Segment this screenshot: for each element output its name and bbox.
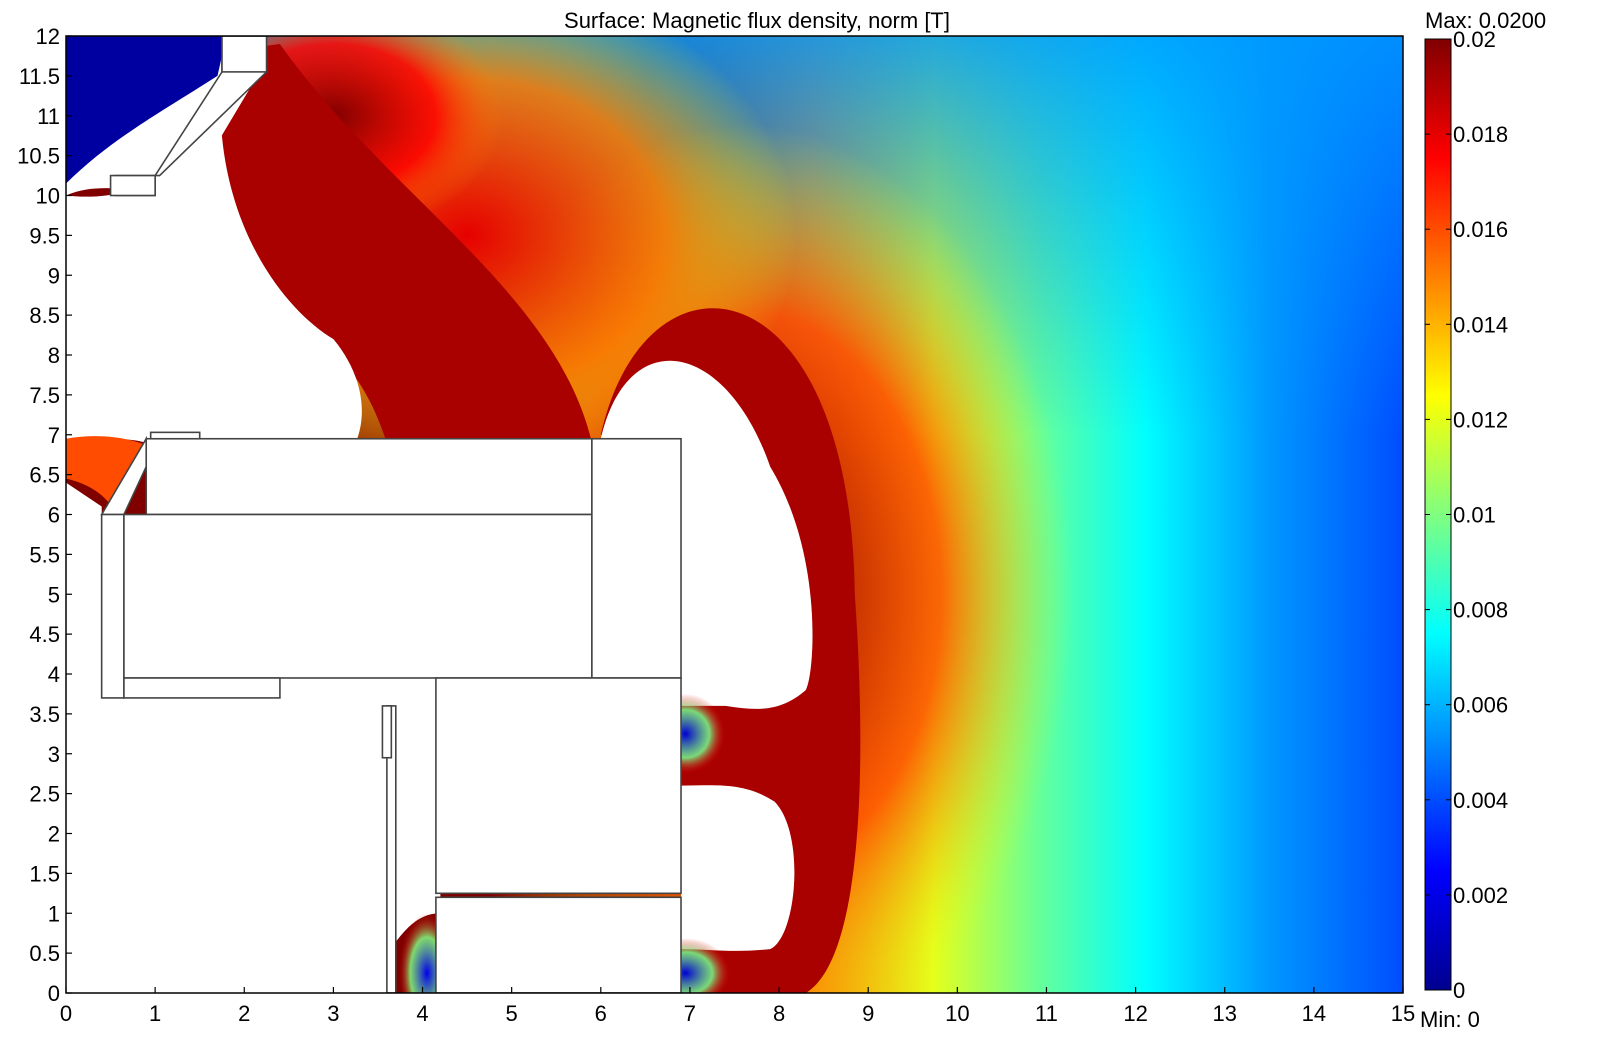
x-tick-label: 1: [149, 1001, 161, 1026]
colorbar-tick-label: 0.004: [1453, 788, 1508, 813]
y-tick-label: 4: [48, 662, 60, 687]
x-tick-label: 7: [684, 1001, 696, 1026]
x-tick-label: 9: [862, 1001, 874, 1026]
x-tick-label: 6: [595, 1001, 607, 1026]
field-hot-column: [219, 44, 592, 443]
y-tick-label: 6.5: [29, 463, 60, 488]
x-tick-label: 11: [1035, 1001, 1058, 1026]
y-tick-label: 6: [48, 503, 60, 528]
x-tick-label: 2: [238, 1001, 250, 1026]
field-void-gap: [386, 674, 441, 954]
x-tick-label: 3: [327, 1001, 339, 1026]
y-tick-label: 5.5: [29, 542, 60, 567]
y-tick-label: 0.5: [29, 941, 60, 966]
colorbar-tick-label: 0: [1453, 978, 1465, 1003]
x-tick-label: 13: [1212, 1001, 1236, 1026]
y-tick-label: 11.5: [19, 64, 60, 89]
magnet-top-plate: [145, 437, 593, 516]
y-tick-label: 1.5: [29, 861, 60, 886]
y-tick-label: 9.5: [29, 223, 60, 248]
y-tick-label: 9: [48, 263, 60, 288]
y-tick-label: 5: [48, 582, 60, 607]
x-axis: 0 1 2 3 4 5 6 7 8 9 10 11 12 13 14 15: [60, 987, 1415, 1026]
geometry-layer: [100, 36, 682, 993]
y-tick-label: 8: [48, 343, 60, 368]
colorbar-tick-label: 0.002: [1453, 883, 1508, 908]
field-low-corner: [66, 36, 227, 184]
y-tick-label: 10.5: [17, 144, 60, 169]
y-tick-label: 11: [37, 104, 60, 129]
x-tick-label: 10: [945, 1001, 969, 1026]
y-tick-label: 8.5: [29, 303, 60, 328]
x-tick-label: 4: [416, 1001, 428, 1026]
y-tick-label: 7.5: [29, 383, 60, 408]
y-tick-label: 3.5: [29, 702, 60, 727]
field-lobe-left: [66, 436, 156, 511]
colorbar-max-label: Max: 0.0200: [1425, 8, 1546, 33]
colorbar-tick-label: 0.02: [1453, 27, 1496, 52]
y-tick-label: 2.5: [29, 782, 60, 807]
colorbar-tick-label: 0.012: [1453, 407, 1508, 432]
magnet-bottom-lip: [123, 677, 281, 699]
field-void-bottom-left: [66, 482, 392, 993]
colorbar-min-label: Min: 0: [1420, 1007, 1480, 1032]
y-axis: 00.511.522.533.544.555.566.577.588.599.5…: [17, 24, 72, 1006]
field-layer: [66, 36, 1403, 993]
magnet-main-block: [123, 513, 593, 679]
shim-rod-cap: [381, 705, 393, 759]
y-tick-label: 10: [36, 184, 60, 209]
y-tick-label: 7: [48, 423, 60, 448]
colorbar-tick-label: 0.01: [1453, 503, 1496, 528]
x-tick-label: 14: [1302, 1001, 1326, 1026]
y-tick-label: 2: [48, 822, 60, 847]
y-tick-label: 0: [48, 981, 60, 1006]
y-tick-label: 4.5: [29, 622, 60, 647]
colorbar-tick-label: 0.016: [1453, 217, 1508, 242]
lower-block-upper: [435, 677, 682, 895]
colorbar-tick-label: 0.006: [1453, 693, 1508, 718]
x-tick-label: 8: [773, 1001, 785, 1026]
chart-title: Surface: Magnetic flux density, norm [T]: [564, 8, 950, 33]
magnet-left-wall: [100, 513, 125, 699]
y-tick-label: 3: [48, 742, 60, 767]
x-tick-label: 15: [1391, 1001, 1415, 1026]
colorbar-tick-label: 0.008: [1453, 598, 1508, 623]
arm-top-block: [221, 36, 268, 73]
x-tick-label: 12: [1123, 1001, 1147, 1026]
field-void-left: [66, 67, 362, 443]
magnet-right-block: [591, 437, 682, 679]
colorbar: 0 0.002 0.004 0.006 0.008 0.01 0.012 0.014 0.016…: [1420, 8, 1546, 1032]
x-tick-label: 5: [506, 1001, 518, 1026]
y-tick-label: 1: [48, 901, 60, 926]
x-tick-label: 0: [60, 1001, 72, 1026]
field-void-cavity-bottom: [681, 785, 795, 951]
colorbar-tick-label: 0.018: [1453, 122, 1508, 147]
colorbar-tick-label: 0.014: [1453, 312, 1508, 337]
arm-foot-block: [109, 174, 156, 197]
lower-block-lower: [435, 896, 682, 993]
field-void-cavity-top: [600, 360, 813, 709]
plot-area: [66, 36, 1403, 993]
y-tick-label: 12: [36, 24, 60, 49]
magnet-top-tab: [149, 431, 201, 440]
